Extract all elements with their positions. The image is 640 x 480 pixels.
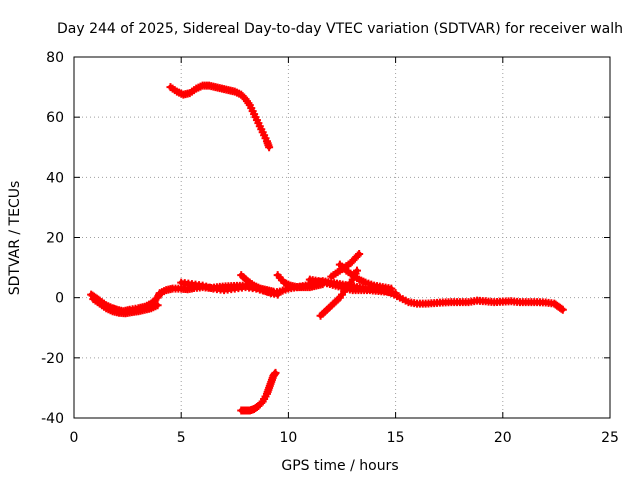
y-tick-label: -40 bbox=[41, 411, 64, 427]
axis-ticks: 0 5 10 15 20 25 -40 -20 0 20 40 60 80 bbox=[41, 50, 619, 446]
series-fall-a bbox=[305, 275, 400, 298]
y-tick-label: -20 bbox=[41, 351, 64, 367]
y-tick-label: 80 bbox=[46, 50, 64, 66]
data-point bbox=[387, 284, 396, 293]
data-point bbox=[391, 289, 400, 298]
x-tick-label: 25 bbox=[601, 430, 619, 446]
chart-title: Day 244 of 2025, Sidereal Day-to-day VTE… bbox=[57, 21, 623, 37]
data-point bbox=[353, 251, 362, 260]
x-tick-label: 0 bbox=[70, 430, 79, 446]
data-point bbox=[271, 368, 280, 377]
data-point bbox=[269, 287, 278, 296]
data-point bbox=[557, 304, 566, 313]
series-rise-b bbox=[273, 271, 327, 292]
series-group bbox=[87, 81, 567, 415]
series-band-lower bbox=[89, 295, 162, 318]
y-tick-label: 0 bbox=[55, 291, 64, 307]
y-tick-label: 40 bbox=[46, 170, 64, 186]
x-tick-label: 5 bbox=[177, 430, 186, 446]
y-axis-label: SDTVAR / TECUs bbox=[7, 181, 23, 296]
series-arc-low bbox=[237, 368, 280, 415]
data-point bbox=[265, 143, 274, 152]
data-point bbox=[153, 301, 162, 310]
data-point bbox=[558, 305, 567, 314]
data-point bbox=[355, 250, 364, 259]
x-axis-label: GPS time / hours bbox=[281, 458, 398, 474]
y-tick-label: 60 bbox=[46, 110, 64, 126]
data-point bbox=[257, 398, 266, 407]
series-rise-a bbox=[237, 271, 278, 296]
series-arc-high bbox=[166, 81, 274, 152]
x-tick-label: 20 bbox=[494, 430, 512, 446]
data-point bbox=[353, 266, 362, 275]
x-tick-label: 15 bbox=[387, 430, 405, 446]
y-tick-label: 20 bbox=[46, 231, 64, 247]
data-point bbox=[273, 290, 282, 299]
x-tick-label: 10 bbox=[279, 430, 297, 446]
series-fall-b bbox=[335, 260, 396, 293]
